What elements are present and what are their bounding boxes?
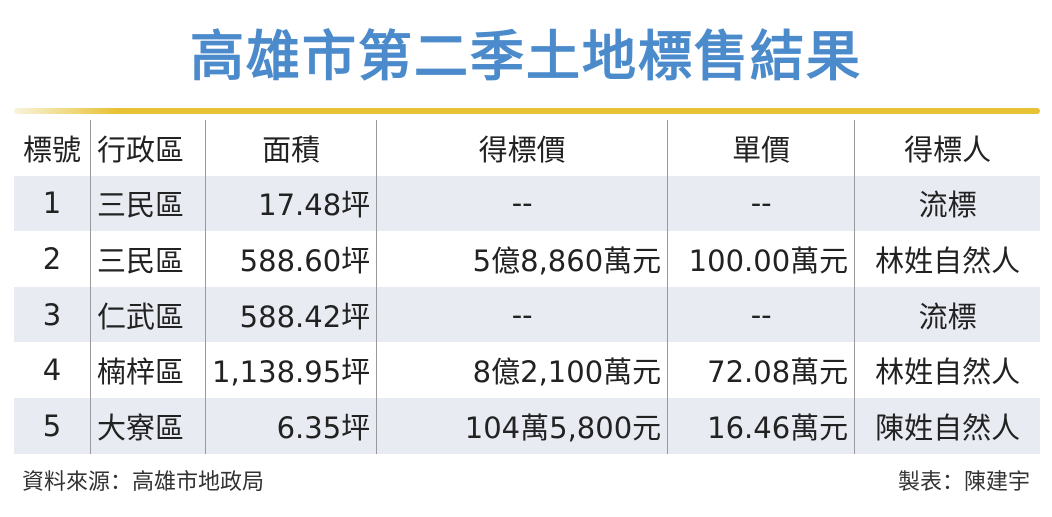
cell-winner: 林姓自然人 — [854, 231, 1040, 287]
header-lot-no: 標號 — [22, 132, 81, 167]
header-winning-price: 得標價 — [376, 120, 668, 176]
cell-unit-price: 72.08萬元 — [667, 342, 855, 398]
cell-unit-price: 100.00萬元 — [667, 231, 855, 287]
header-unit-price: 單價 — [667, 120, 855, 176]
cell-lot-no: 1 — [14, 175, 91, 232]
cell-winning-price: -- — [376, 286, 668, 343]
table-row: 3 仁武區 588.42坪 -- -- 流標 — [14, 286, 1040, 343]
cell-unit-price: -- — [667, 286, 855, 343]
cell-district: 三民區 — [90, 231, 206, 287]
cell-winner: 流標 — [854, 286, 1040, 343]
table-row: 1 三民區 17.48坪 -- -- 流標 — [14, 175, 1040, 232]
cell-winning-price: 104萬5,800元 — [376, 397, 668, 454]
table-row: 2 三民區 588.60坪 5億8,860萬元 100.00萬元 林姓自然人 — [14, 231, 1040, 287]
cell-area: 588.42坪 — [204, 286, 377, 343]
cell-area: 6.35坪 — [204, 397, 377, 454]
cell-lot-no: 5 — [14, 397, 91, 454]
cell-winning-price: 5億8,860萬元 — [376, 231, 668, 287]
cell-lot-no: 2 — [42, 241, 62, 276]
cell-district: 三民區 — [90, 175, 206, 232]
cell-district: 仁武區 — [90, 286, 206, 343]
cell-winner: 林姓自然人 — [854, 342, 1040, 398]
cell-winning-price: 8億2,100萬元 — [376, 342, 668, 398]
cell-winner: 流標 — [854, 175, 1040, 232]
page-title: 高雄市第二季土地標售結果 — [190, 25, 862, 88]
source-note: 資料來源：高雄市地政局 — [22, 470, 265, 495]
credit-note: 製表：陳建宇 — [897, 470, 1030, 495]
cell-winning-price: -- — [376, 175, 668, 232]
cell-area: 17.48坪 — [204, 175, 377, 232]
cell-district: 大寮區 — [90, 397, 206, 454]
cell-unit-price: -- — [667, 175, 855, 232]
table-row: 5 大寮區 6.35坪 104萬5,800元 16.46萬元 陳姓自然人 — [14, 397, 1040, 454]
header-district: 行政區 — [90, 120, 206, 176]
cell-winner: 陳姓自然人 — [854, 397, 1040, 454]
cell-district: 楠梓區 — [90, 342, 206, 398]
cell-lot-no: 3 — [14, 286, 91, 343]
title-divider — [14, 108, 1040, 114]
header-winner: 得標人 — [854, 120, 1040, 176]
land-auction-table: 標號 行政區 面積 得標價 單價 得標人 1 三民區 17.48坪 -- -- 流標 2 三民… — [14, 120, 1040, 454]
cell-unit-price: 16.46萬元 — [667, 397, 855, 454]
cell-lot-no: 4 — [42, 353, 62, 388]
cell-area: 1,138.95坪 — [204, 342, 377, 398]
table-header-row: 標號 行政區 面積 得標價 單價 得標人 — [14, 120, 1040, 176]
cell-area: 588.60坪 — [204, 231, 377, 287]
header-area: 面積 — [204, 120, 377, 176]
table-row: 4 楠梓區 1,138.95坪 8億2,100萬元 72.08萬元 林姓自然人 — [14, 342, 1040, 398]
